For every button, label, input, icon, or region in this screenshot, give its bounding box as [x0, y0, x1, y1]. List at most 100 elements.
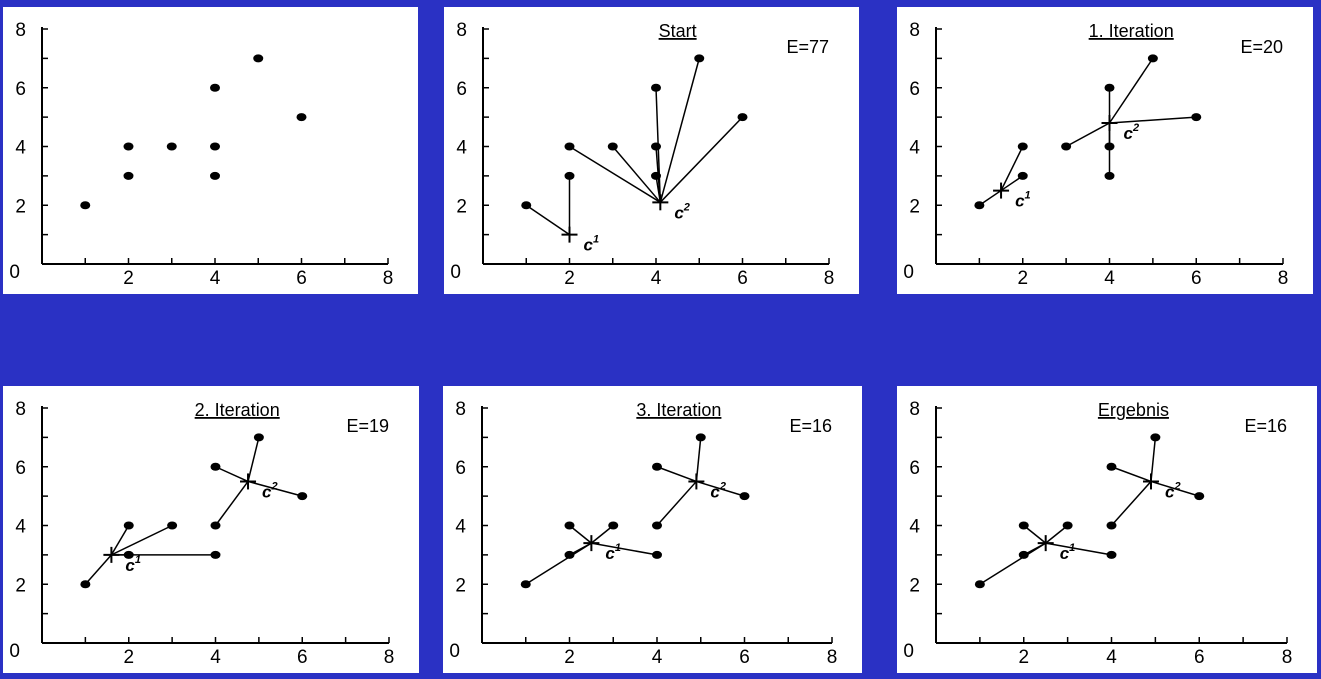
centroid-marker: [1101, 115, 1118, 131]
data-point: [123, 550, 134, 559]
x-tick-label: 6: [739, 647, 750, 668]
y-tick-label: 4: [909, 138, 920, 159]
x-tick-label: 4: [210, 647, 221, 668]
chart-title: Ergebnis: [1098, 400, 1169, 420]
x-tick-label: 8: [1278, 268, 1289, 289]
data-point: [297, 492, 308, 501]
data-point: [80, 580, 91, 589]
chart-panel-result: 2 2 4 4 6 6 8 8 0 Ergebnis E=16 c1 c2: [897, 386, 1317, 673]
data-point: [1191, 113, 1202, 122]
energy-label: E=16: [789, 416, 832, 436]
x-tick-label: 8: [827, 647, 838, 668]
y-tick-label: 8: [15, 20, 26, 41]
chart-svg: 2 2 4 4 6 6 8 8 0 3. Iteration E=16 c1 c2: [449, 399, 838, 668]
assignment-line: [612, 146, 661, 203]
assignment-line: [110, 525, 130, 556]
x-tick-label: 4: [1106, 647, 1117, 668]
data-point: [123, 142, 134, 151]
y-tick-label: 8: [15, 399, 26, 420]
x-tick-label: 2: [123, 268, 134, 289]
data-point: [651, 142, 661, 151]
y-tick-label: 2: [455, 575, 466, 596]
centroid-label: c2: [1165, 480, 1181, 501]
x-tick-label: 6: [1194, 647, 1205, 668]
data-point: [607, 142, 618, 151]
data-point: [210, 171, 220, 180]
x-tick-label: 4: [651, 268, 662, 289]
data-point: [694, 54, 705, 63]
y-tick-label: 8: [456, 20, 467, 41]
y-tick-label: 4: [15, 138, 26, 159]
origin-tick-label: 0: [903, 262, 914, 283]
data-point: [1062, 521, 1073, 530]
data-point: [564, 550, 575, 559]
chart-svg: 2 2 4 4 6 6 8 8 0: [9, 20, 394, 289]
assignment-line: [247, 437, 260, 482]
assignment-line: [1111, 466, 1152, 483]
data-point: [1104, 83, 1115, 92]
x-tick-label: 6: [1191, 268, 1202, 289]
assignment-line: [1065, 122, 1110, 148]
assignment-line: [1150, 480, 1200, 497]
chart-panel-start: 2 2 4 4 6 6 8 8 0 Start E=77 c1 c2: [444, 7, 859, 294]
y-tick-label: 6: [455, 458, 466, 479]
centroid-label: c1: [125, 554, 141, 575]
centroid-label: c1: [605, 542, 621, 563]
data-point: [520, 580, 531, 589]
data-point: [564, 142, 575, 151]
y-tick-label: 6: [909, 458, 920, 479]
data-point: [123, 171, 134, 180]
data-point: [167, 521, 178, 530]
assignment-line: [979, 542, 1047, 585]
y-tick-label: 4: [456, 138, 467, 159]
assignment-line: [590, 524, 614, 544]
origin-tick-label: 0: [450, 262, 461, 283]
x-tick-label: 4: [652, 647, 663, 668]
data-point: [210, 83, 220, 92]
data-point: [1104, 142, 1115, 151]
data-point: [695, 433, 706, 442]
x-tick-label: 8: [383, 268, 394, 289]
y-tick-label: 2: [15, 196, 26, 217]
origin-tick-label: 0: [9, 641, 20, 662]
y-tick-label: 6: [909, 79, 920, 100]
centroid-label: c2: [710, 480, 726, 501]
data-point: [652, 462, 662, 471]
assignment-line: [659, 116, 744, 203]
assignment-line: [111, 524, 173, 556]
data-point: [1194, 492, 1205, 501]
data-point: [166, 142, 177, 151]
chart-title: 3. Iteration: [636, 400, 721, 420]
x-tick-label: 2: [564, 268, 575, 289]
assignment-line: [659, 58, 700, 203]
chart-panel-data: 2 2 4 4 6 6 8 8 0: [3, 7, 418, 294]
centroid-label: c2: [674, 201, 690, 222]
y-tick-label: 2: [909, 196, 920, 217]
chart-title: Start: [659, 21, 697, 41]
chart-panel-iteration-3: 2 2 4 4 6 6 8 8 0 3. Iteration E=16 c1 c2: [443, 386, 862, 673]
data-point: [296, 113, 307, 122]
data-point: [739, 492, 750, 501]
centroid-marker: [652, 194, 669, 211]
data-point: [1104, 171, 1115, 180]
data-point: [651, 83, 661, 92]
data-point: [1106, 521, 1117, 530]
energy-label: E=20: [1240, 37, 1283, 57]
chart-svg: 2 2 4 4 6 6 8 8 0 Start E=77 c1 c2: [450, 20, 834, 289]
chart-panel-iteration-1: 2 2 4 4 6 6 8 8 0 1. Iteration E=20 c1 c2: [897, 7, 1313, 294]
data-point: [651, 171, 661, 180]
assignment-line: [696, 480, 745, 497]
data-point: [210, 521, 221, 530]
assignment-line: [214, 480, 249, 526]
data-point: [1061, 142, 1072, 151]
assignment-line: [84, 554, 112, 585]
data-point: [1017, 171, 1028, 180]
data-point: [80, 201, 91, 210]
centroid-label: c1: [1015, 190, 1031, 211]
data-point: [1017, 142, 1028, 151]
assignment-line: [215, 466, 249, 483]
assignment-line: [1023, 524, 1047, 544]
data-point: [564, 521, 575, 530]
data-point: [1018, 550, 1029, 559]
data-point: [1018, 521, 1029, 530]
